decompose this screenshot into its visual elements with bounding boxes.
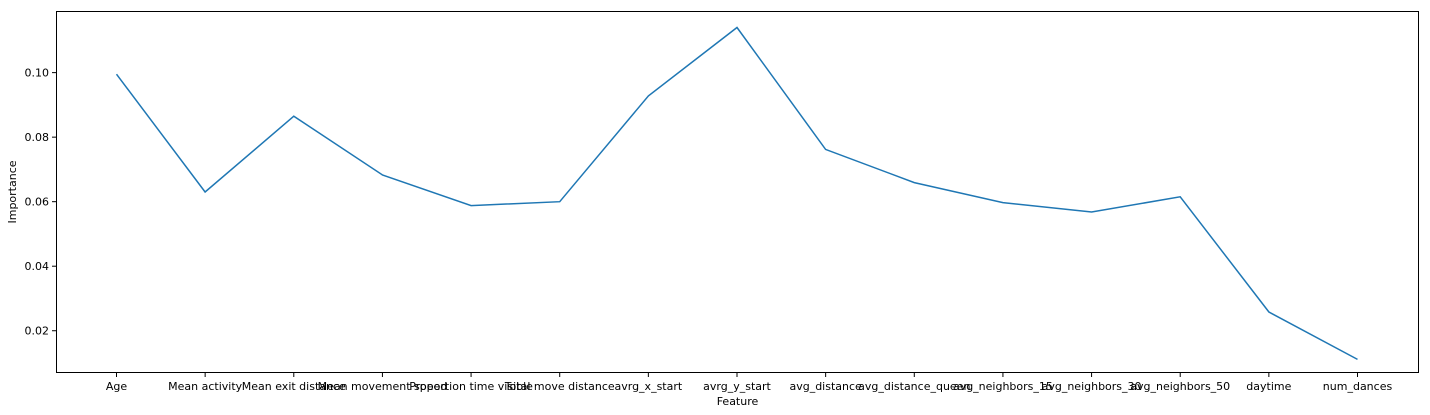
x-tick-label: avg_neighbors_30 <box>1042 380 1142 393</box>
y-axis-label: Importance <box>6 160 19 223</box>
y-tick-label: 0.02 <box>25 325 50 338</box>
x-tick-label: daytime <box>1246 380 1291 393</box>
y-axis: 0.02 0.04 0.06 0.08 0.10 <box>25 67 56 338</box>
x-tick-label: Age <box>106 380 128 393</box>
y-tick-label: 0.06 <box>25 196 50 209</box>
x-tick-label: Mean exit distance <box>242 380 346 393</box>
series-line <box>115 26 1358 361</box>
x-tick-label: Mean activity <box>168 380 243 393</box>
plot-area <box>56 11 1419 373</box>
x-axis-label: Feature <box>717 395 759 408</box>
plot-frame <box>56 11 1419 373</box>
x-tick-label: avg_neighbors_50 <box>1130 380 1230 393</box>
x-tick-label: num_dances <box>1323 380 1393 393</box>
y-tick-label: 0.08 <box>25 131 50 144</box>
x-tick-label: Mean movement speed <box>318 380 448 393</box>
x-tick-label: avg_neighbors_15 <box>953 380 1053 393</box>
x-tick-label: avrg_x_start <box>615 380 683 393</box>
x-tick-label: avrg_y_start <box>703 380 771 393</box>
y-tick-label: 0.04 <box>25 260 50 273</box>
x-tick-label: Proportion time visible <box>409 380 533 393</box>
x-tick-label: Total move distance <box>504 380 615 393</box>
x-tick-label: avg_distance_queen <box>858 380 970 393</box>
y-tick-label: 0.10 <box>25 67 50 80</box>
x-tick-label: avg_distance <box>789 380 862 393</box>
